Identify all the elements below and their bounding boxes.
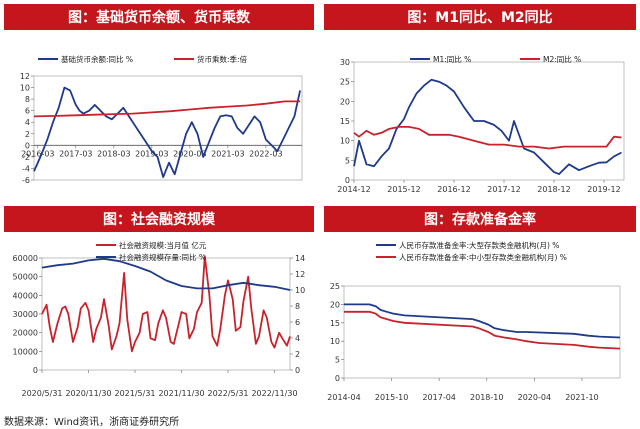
panel-social-financing: 图：社会融资规模 0 10000 20000 30000 40000 50000 60000…	[4, 206, 314, 410]
x-tick-label: 2017-04	[422, 393, 455, 402]
x-tick-label: 2019-12	[587, 185, 620, 194]
y-tick-label: 30	[340, 58, 350, 67]
y-tick-label: 5	[335, 356, 340, 365]
y-tick-label: 20	[330, 300, 340, 309]
y-tick-label: 10000	[13, 347, 38, 356]
legend-label-1: 货币乘数:季:倍	[197, 54, 248, 64]
x-tick-label: 2018-03	[97, 149, 130, 158]
series-line-0	[353, 78, 622, 176]
chart-title: 图：基础货币余额、货币乘数	[4, 4, 314, 30]
y-tick-label: 40000	[13, 291, 38, 300]
x-tick-label: 2015-12	[387, 185, 420, 194]
legend-label-1: 社会融资规模存量:同比 %	[119, 252, 206, 262]
panel-base-money: 图：基础货币余额、货币乘数 -6 -4 -2 0 2 4 6 8 10 12 2016-03 2017…	[4, 4, 314, 200]
y-tick-label: 60000	[13, 254, 38, 263]
x-tick-label: 2021/5/31	[114, 389, 155, 398]
x-tick-label: 2021-10	[565, 393, 598, 402]
y2-tick-label: 2	[295, 350, 300, 359]
x-tick-label: 2020-04	[518, 393, 551, 402]
series-line-0	[33, 86, 301, 179]
y-tick-label: 30000	[13, 310, 38, 319]
source-note: 数据来源：Wind资讯，浙商证券研究所	[4, 417, 180, 428]
x-tick-label: 2017-12	[487, 185, 520, 194]
x-tick-label: 2014-04	[327, 393, 360, 402]
y-tick-label: 5	[345, 156, 350, 165]
reserve-ratio-chart: 0 5 10 15 20 25 2014-04 2015-10 2017-04 2018-10 20…	[327, 240, 621, 402]
y2-tick-label: 4	[295, 334, 300, 343]
y-tick-label: 8	[25, 95, 30, 104]
y-tick-label: 0	[335, 374, 340, 383]
series-line-0	[41, 255, 291, 353]
y-tick-label: 0	[25, 141, 30, 150]
y-tick-label: 6	[25, 107, 30, 116]
y-tick-label: 25	[330, 282, 340, 291]
x-tick-label: 2022/5/31	[207, 389, 248, 398]
y-tick-label: -2	[22, 153, 30, 162]
x-tick-label: 2017-03	[59, 149, 92, 158]
y-tick-label: 0	[345, 176, 350, 185]
x-tick-label: 2019-03	[135, 149, 168, 158]
x-tick-label: 2016-03	[21, 149, 54, 158]
y-tick-label: 15	[340, 117, 350, 126]
series-line-0	[344, 303, 621, 339]
x-tick-label: 2021/11/30	[158, 389, 204, 398]
y-tick-label: 0	[33, 366, 38, 375]
y2-tick-label: 8	[295, 302, 300, 311]
y-tick-label: -4	[22, 164, 30, 173]
social-financing-chart: 0 10000 20000 30000 40000 50000 60000 0 2 4 6 8 10 12…	[13, 240, 306, 398]
legend-label-0: 基础货币余额:同比 %	[61, 54, 133, 64]
y-tick-label: 25	[340, 78, 350, 87]
y-tick-label: 10	[330, 337, 340, 346]
plot-frame	[343, 285, 621, 379]
y-tick-label: 50000	[13, 273, 38, 282]
x-tick-label: 2016-12	[437, 185, 470, 194]
y-tick-label: 20000	[13, 329, 38, 338]
base-money-chart: -6 -4 -2 0 2 4 6 8 10 12 2016-03 2017-03 2018-03 2019…	[20, 54, 303, 185]
y2-tick-label: 6	[295, 318, 300, 327]
series-line-1	[353, 126, 622, 150]
x-tick-label: 2022-03	[249, 149, 282, 158]
legend-label-0: 人民币存款准备金率:大型存款类金融机构(月) %	[399, 240, 559, 250]
plot-frame	[33, 75, 303, 181]
y-tick-label: 20	[340, 97, 350, 106]
y-tick-label: 4	[25, 118, 30, 127]
legend-label-0: 社会融资规模:当月值 亿元	[119, 240, 207, 250]
x-tick-label: 2014-12	[337, 185, 370, 194]
panel-m1-m2: 图：M1同比、M2同比 0 5 10 15 20 25 30 2014-12 2015-12 20…	[324, 4, 636, 200]
x-tick-label: 2022/11/30	[251, 389, 297, 398]
y2-tick-label: 10	[295, 286, 305, 295]
y-tick-label: 10	[20, 84, 30, 93]
m1-m2-chart: 0 5 10 15 20 25 30 2014-12 2015-12 2016-12 2017-12…	[337, 54, 625, 194]
series-line-1	[33, 100, 301, 118]
x-tick-label: 2021-03	[211, 149, 244, 158]
x-tick-label: 2020-03	[173, 149, 206, 158]
y-tick-label: 15	[330, 319, 340, 328]
y2-tick-label: 0	[295, 366, 300, 375]
series-line-1	[41, 257, 291, 291]
y-tick-label: -6	[22, 176, 30, 185]
x-tick-label: 2018-12	[537, 185, 570, 194]
x-tick-label: 2018-10	[470, 393, 503, 402]
y-tick-label: 10	[340, 137, 350, 146]
legend-label-0: M1:同比 %	[433, 54, 471, 64]
plot-frame	[353, 61, 625, 181]
x-tick-label: 2020/11/30	[65, 389, 111, 398]
y-tick-label: 12	[20, 72, 30, 81]
chart-title: 图：存款准备金率	[324, 206, 636, 232]
series-line-1	[344, 310, 621, 350]
y2-tick-label: 12	[295, 270, 305, 279]
x-tick-label: 2015-10	[375, 393, 408, 402]
x-tick-label: 2020/5/31	[21, 389, 62, 398]
panel-reserve-ratio: 图：存款准备金率 0 5 10 15 20 25 2014-04 2015-10 2017-04…	[324, 206, 636, 410]
y-tick-label: 2	[25, 130, 30, 139]
y2-tick-label: 14	[295, 254, 305, 263]
legend-label-1: 人民币存款准备金率:中小型存款类金融机构(月) %	[399, 252, 567, 262]
chart-title: 图：M1同比、M2同比	[324, 4, 636, 30]
legend-label-1: M2:同比 %	[543, 54, 581, 64]
chart-title: 图：社会融资规模	[4, 206, 314, 232]
